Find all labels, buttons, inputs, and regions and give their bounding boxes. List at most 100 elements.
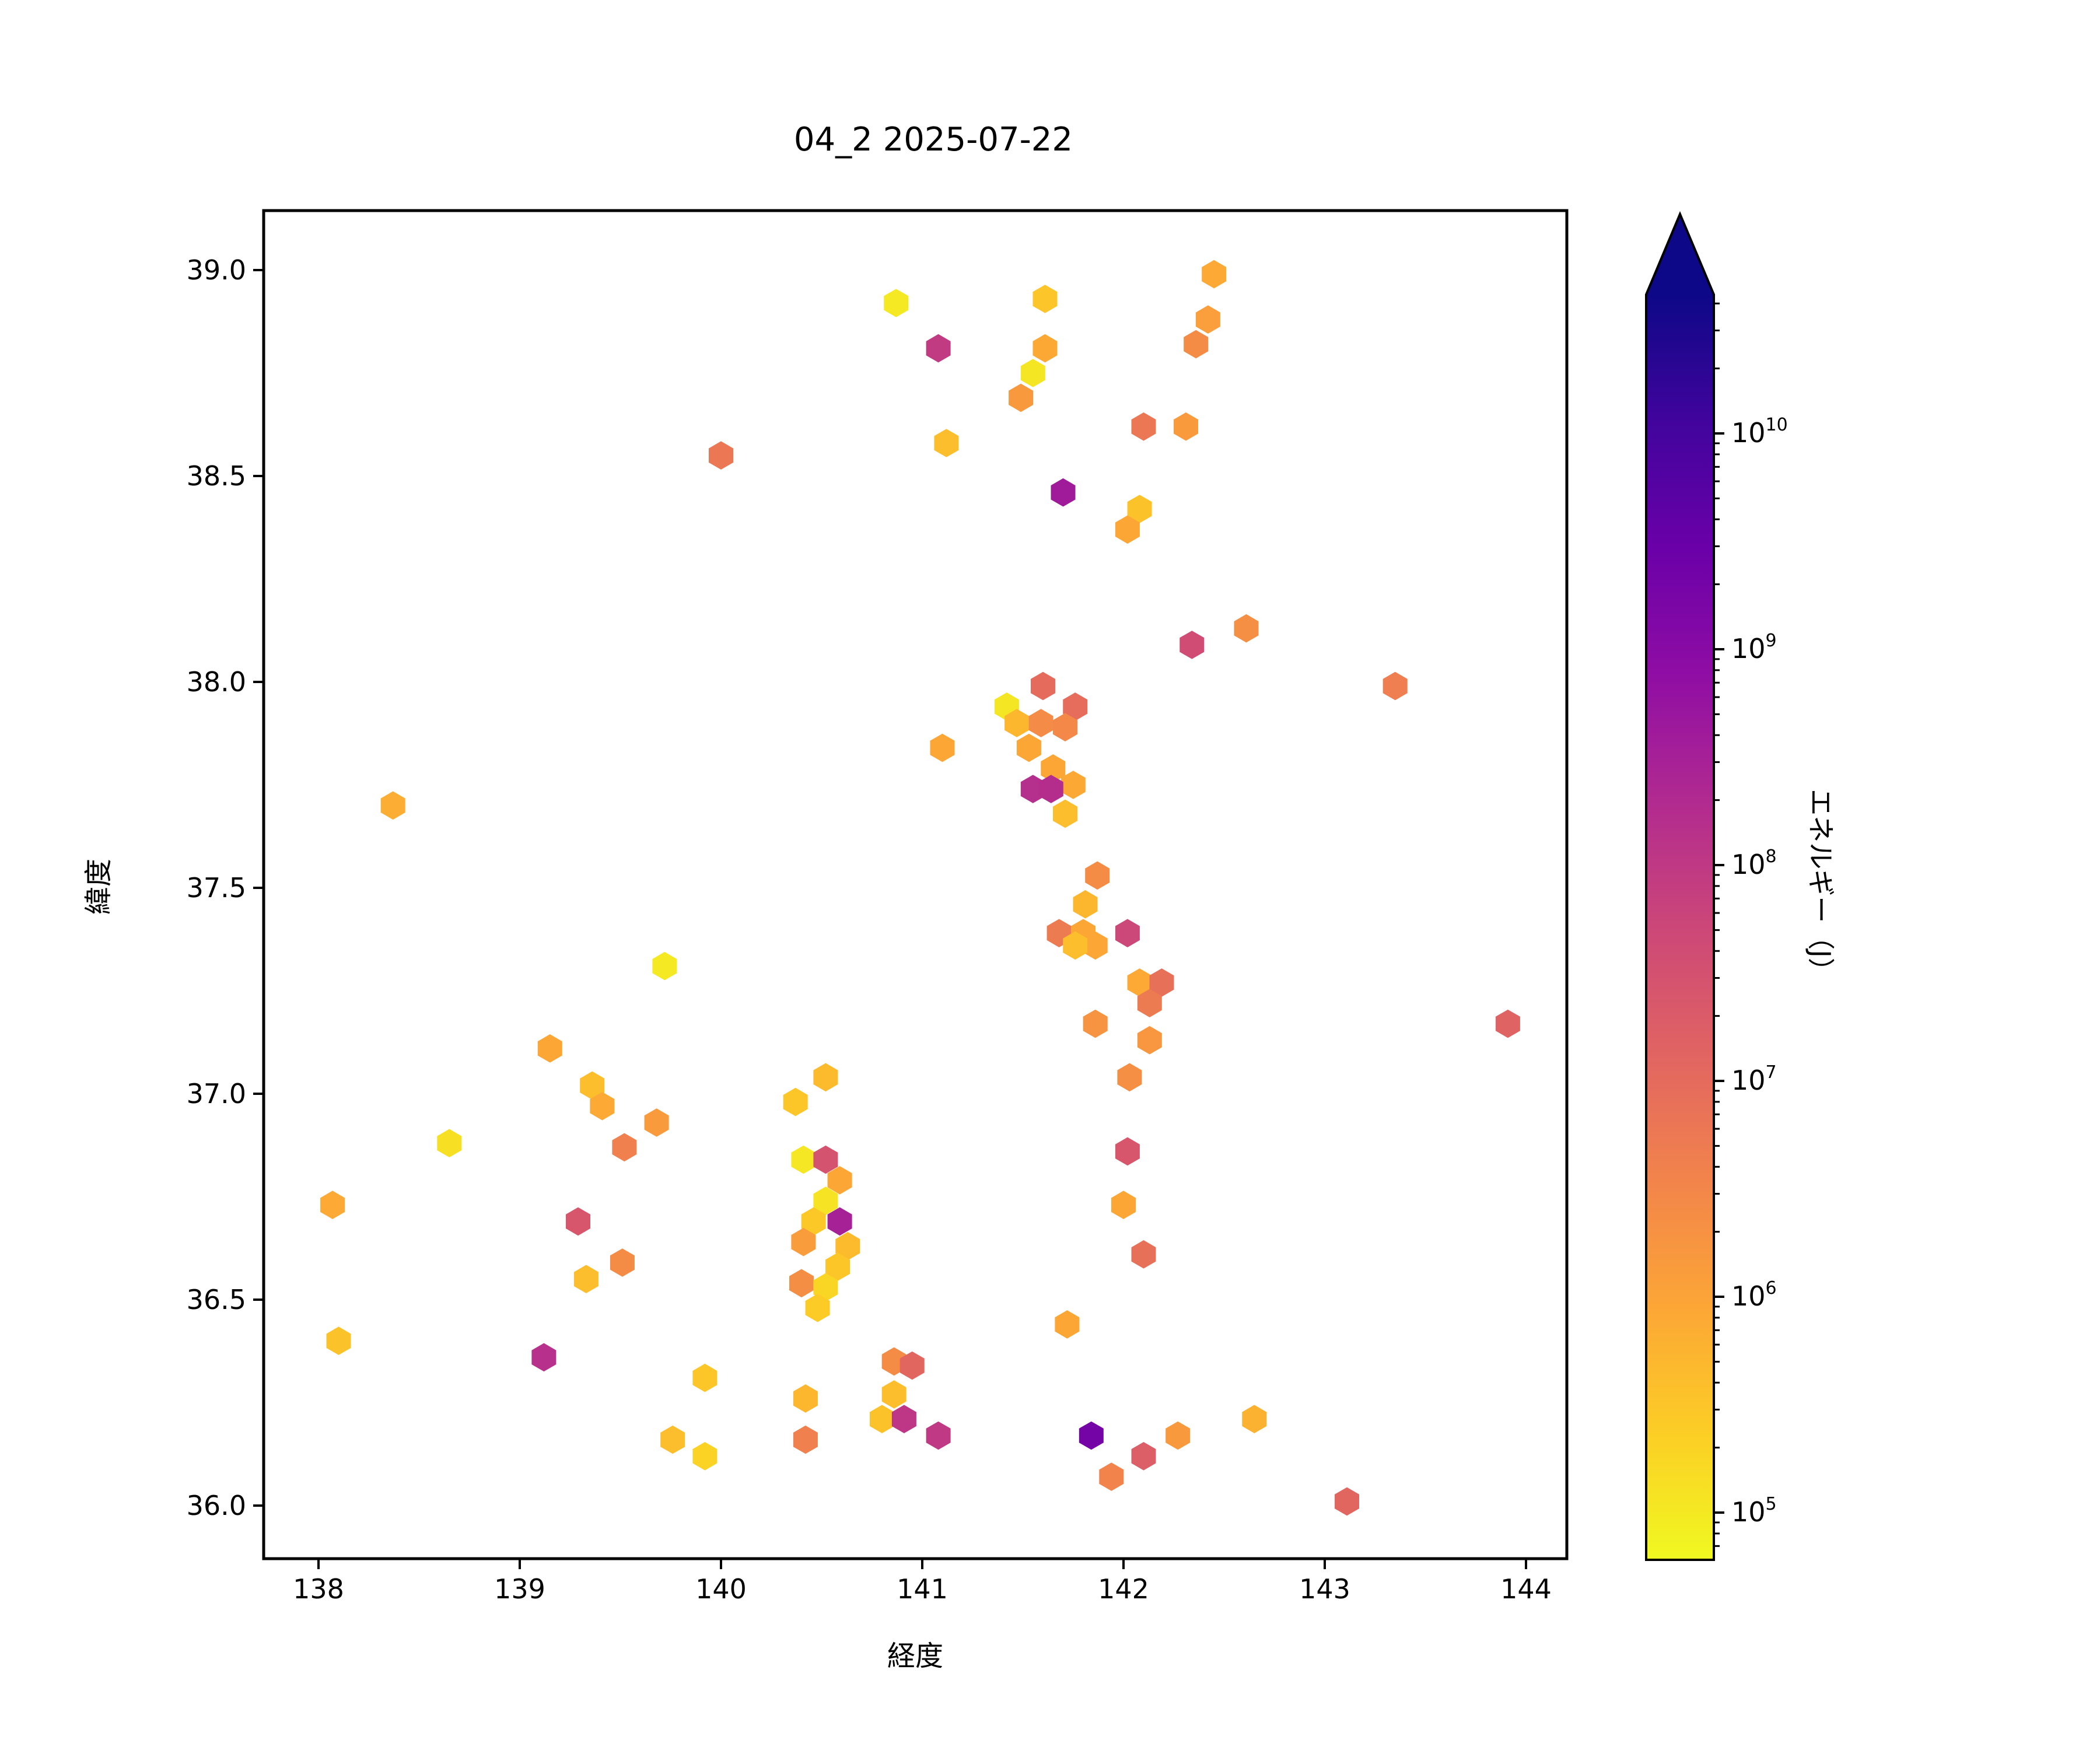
hexbin-cell bbox=[1031, 671, 1055, 701]
hexbin-cell bbox=[652, 951, 677, 981]
hexbin-cell bbox=[789, 1269, 814, 1298]
colorbar-outline bbox=[1645, 211, 1715, 1561]
colorbar-gradient-bar bbox=[1646, 295, 1714, 1560]
hexbin-cell bbox=[793, 1384, 818, 1413]
y-tick-label: 37.0 bbox=[187, 1078, 246, 1110]
hexbin-cell bbox=[801, 1207, 826, 1236]
hexbin-cell bbox=[1127, 968, 1152, 997]
hexbin-cell bbox=[934, 429, 959, 457]
x-tick-label: 138 bbox=[293, 1573, 344, 1605]
hexbin-cell bbox=[827, 1207, 852, 1236]
y-axis: 36.0 36.5 37.0 37.5 38.0 38.5 39.0 bbox=[187, 254, 264, 1521]
x-axis: 138 139 140 141 142 143 144 bbox=[293, 1559, 1552, 1605]
hexbin-cell bbox=[612, 1133, 637, 1162]
hexbin-cell bbox=[1041, 754, 1066, 783]
hexbin-cell bbox=[1016, 733, 1041, 762]
hexbin-cell bbox=[1053, 799, 1077, 828]
hexbin-cell bbox=[1028, 709, 1054, 737]
hexbin-cell bbox=[783, 1087, 808, 1116]
y-tick-label: 36.0 bbox=[187, 1490, 246, 1521]
hexbin-cell bbox=[926, 1421, 951, 1450]
hexbin-cell bbox=[1099, 1462, 1124, 1491]
hexbin-cell bbox=[1137, 989, 1162, 1017]
y-tick-label: 36.5 bbox=[187, 1284, 246, 1315]
hexbin-cell bbox=[805, 1293, 830, 1322]
hexbin-cell bbox=[1184, 330, 1209, 359]
hexbin-cell bbox=[1137, 1026, 1162, 1055]
hexbin-cell bbox=[835, 1231, 860, 1261]
x-tick-label: 144 bbox=[1500, 1573, 1552, 1605]
hexbin-cell bbox=[1180, 631, 1205, 659]
hexbin-cell bbox=[813, 1063, 838, 1092]
hexbin-cell bbox=[1038, 775, 1063, 803]
hexbin-cell bbox=[1117, 1063, 1142, 1092]
hexbin-cell bbox=[884, 289, 909, 317]
colorbar-tick-label: 106 bbox=[1731, 1278, 1777, 1312]
hexbin-cell bbox=[1195, 305, 1220, 334]
hexbin-cell bbox=[1053, 713, 1077, 741]
hexbin-cell bbox=[1005, 709, 1030, 737]
hexbin-cell bbox=[1083, 931, 1108, 960]
hexbin-cell bbox=[1131, 1442, 1156, 1471]
hexbin-cell bbox=[1242, 1405, 1267, 1433]
hexbin-cell bbox=[1083, 1009, 1108, 1038]
hexbin-cell bbox=[660, 1425, 685, 1454]
hexbin-cell bbox=[827, 1166, 852, 1195]
hexbin-cell bbox=[1055, 1310, 1080, 1339]
hexbin-cell bbox=[900, 1351, 925, 1380]
hexbin-cell bbox=[437, 1129, 462, 1157]
hexbin-cell bbox=[573, 1265, 598, 1293]
hexbin-cell bbox=[1063, 931, 1088, 960]
x-tick-label: 140 bbox=[695, 1573, 747, 1605]
hexbin-cell bbox=[1131, 412, 1156, 441]
y-axis-label: 緯度 bbox=[82, 859, 115, 915]
hexbin-cell bbox=[881, 1380, 907, 1409]
hexbin-cell bbox=[320, 1191, 345, 1219]
hexbin-cell bbox=[1032, 334, 1058, 363]
hexbin-cell bbox=[537, 1034, 562, 1063]
hexbin-cell bbox=[825, 1252, 850, 1281]
hexbin-cell bbox=[1495, 1009, 1520, 1038]
hexbin-cell bbox=[1020, 359, 1045, 387]
hexbin-cell bbox=[692, 1442, 718, 1471]
hexbin-cell bbox=[566, 1207, 590, 1236]
hexbin-cell bbox=[1060, 771, 1086, 799]
hexbin-cell bbox=[531, 1343, 556, 1372]
hexbin-cell bbox=[326, 1326, 351, 1355]
y-tick-label: 38.5 bbox=[187, 460, 246, 492]
hexbin-cell bbox=[380, 791, 405, 820]
hexbin-cell bbox=[1009, 383, 1034, 412]
hexbin-cell bbox=[610, 1248, 635, 1277]
x-tick-label: 142 bbox=[1098, 1573, 1149, 1605]
hexbin-cell bbox=[891, 1405, 916, 1433]
hexbin-cell bbox=[644, 1108, 669, 1137]
hexbin-cell bbox=[1127, 495, 1152, 523]
hexbin-cell bbox=[1032, 285, 1058, 313]
hexbin-cell bbox=[1335, 1487, 1359, 1516]
hexbin-cell bbox=[1166, 1421, 1191, 1450]
colorbar: 105 106 107 108 109 1010 エネルギー（J） bbox=[1645, 211, 1836, 1561]
hexbin-cell bbox=[1115, 919, 1140, 947]
y-tick-label: 39.0 bbox=[187, 254, 246, 286]
colorbar-tick-label: 108 bbox=[1731, 846, 1777, 880]
hexbin-cell bbox=[1111, 1191, 1136, 1219]
plot-hexagons bbox=[320, 260, 1520, 1516]
axes-frame bbox=[262, 209, 1569, 1560]
hexbin-cell bbox=[813, 1145, 838, 1174]
hexbin-cell bbox=[692, 1363, 718, 1392]
hexbin-cell bbox=[1051, 478, 1076, 507]
hexbin-cell bbox=[1085, 861, 1110, 890]
colorbar-label: エネルギー（J） bbox=[1805, 789, 1836, 985]
hexbin-cell bbox=[1234, 614, 1259, 643]
colorbar-tick-label: 107 bbox=[1731, 1062, 1777, 1096]
colorbar-extend-arrow bbox=[1646, 214, 1714, 295]
hexbin-cell bbox=[791, 1145, 816, 1174]
hexbin-cell bbox=[930, 733, 955, 762]
colorbar-tick-label: 1010 bbox=[1731, 415, 1788, 449]
hexbin-cell bbox=[580, 1071, 605, 1100]
hexbin-cell bbox=[870, 1405, 894, 1433]
hexbin-cell bbox=[1063, 692, 1088, 721]
hexbin-cell bbox=[1073, 890, 1098, 919]
y-tick-label: 38.0 bbox=[187, 666, 246, 698]
